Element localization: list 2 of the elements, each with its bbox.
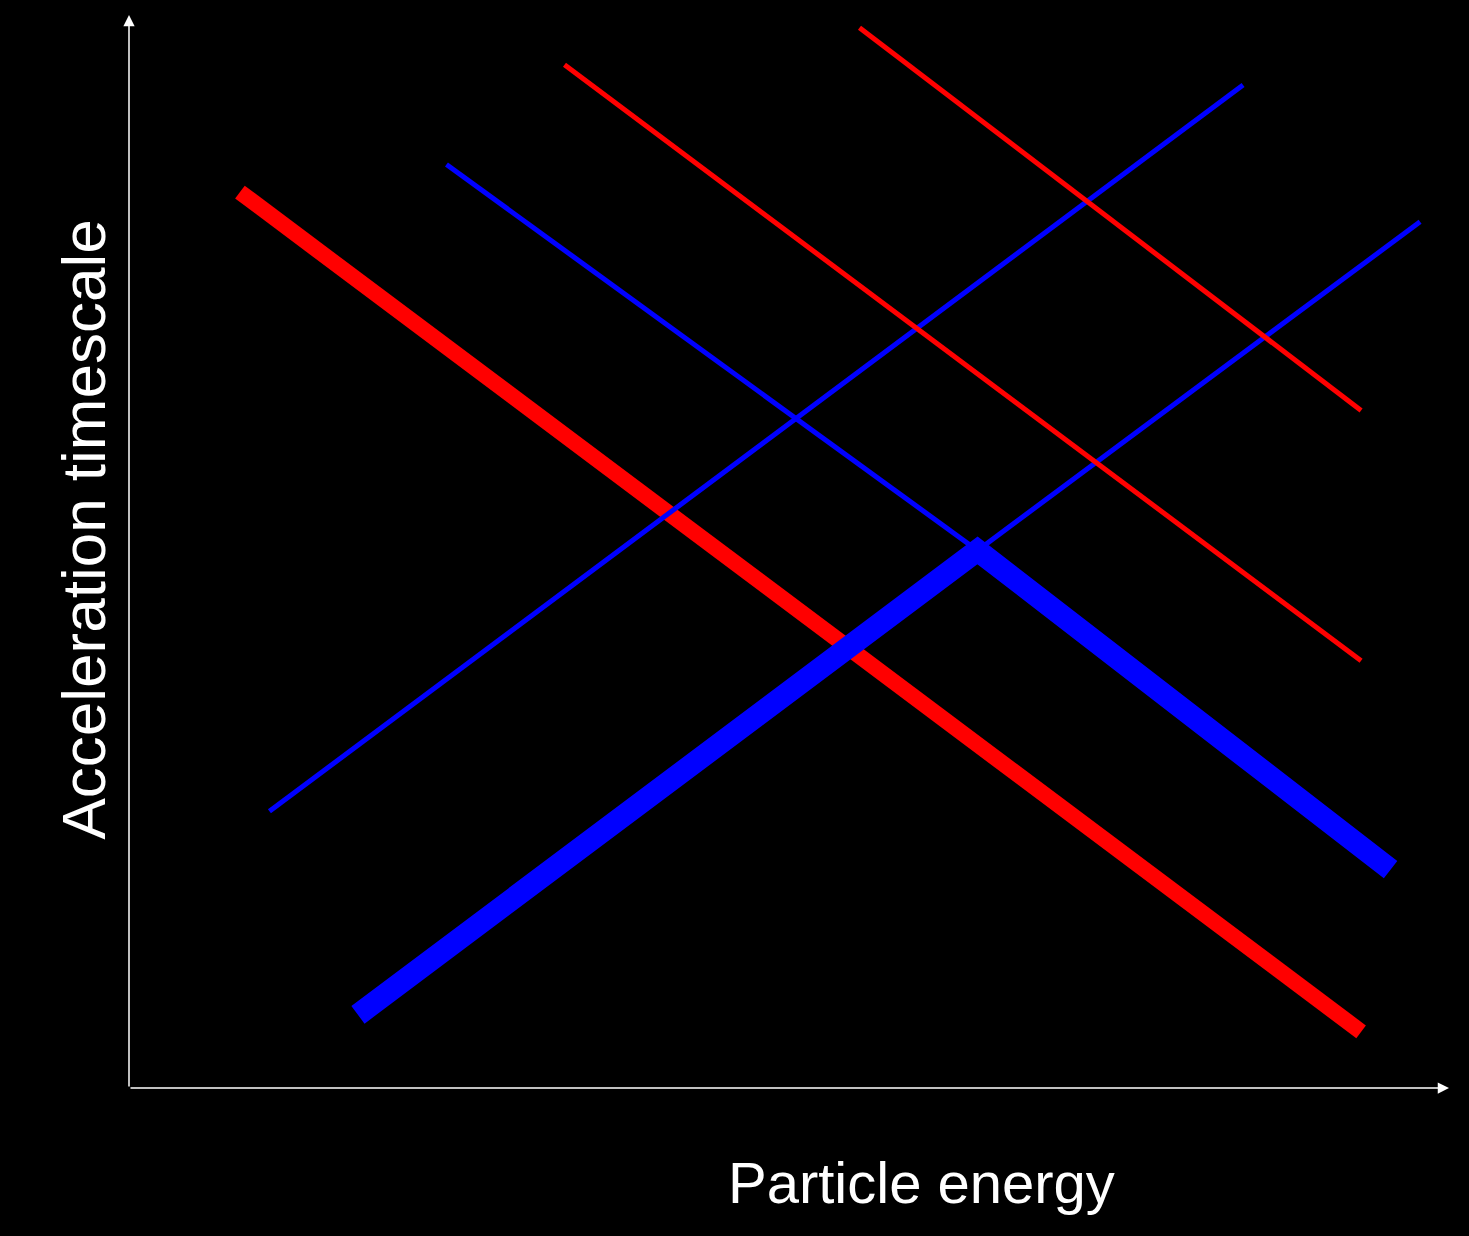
y-axis-title: Acceleration timescale — [49, 219, 119, 840]
x-axis-title: Particle energy — [728, 1150, 1115, 1215]
